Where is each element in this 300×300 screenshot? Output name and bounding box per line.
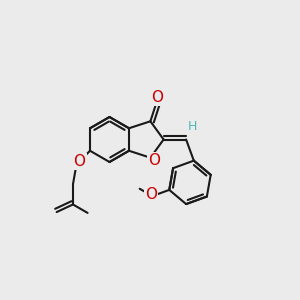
Text: O: O: [148, 153, 160, 168]
Text: O: O: [74, 154, 86, 169]
Text: H: H: [188, 120, 197, 133]
Text: O: O: [145, 187, 157, 202]
Text: O: O: [151, 90, 163, 105]
